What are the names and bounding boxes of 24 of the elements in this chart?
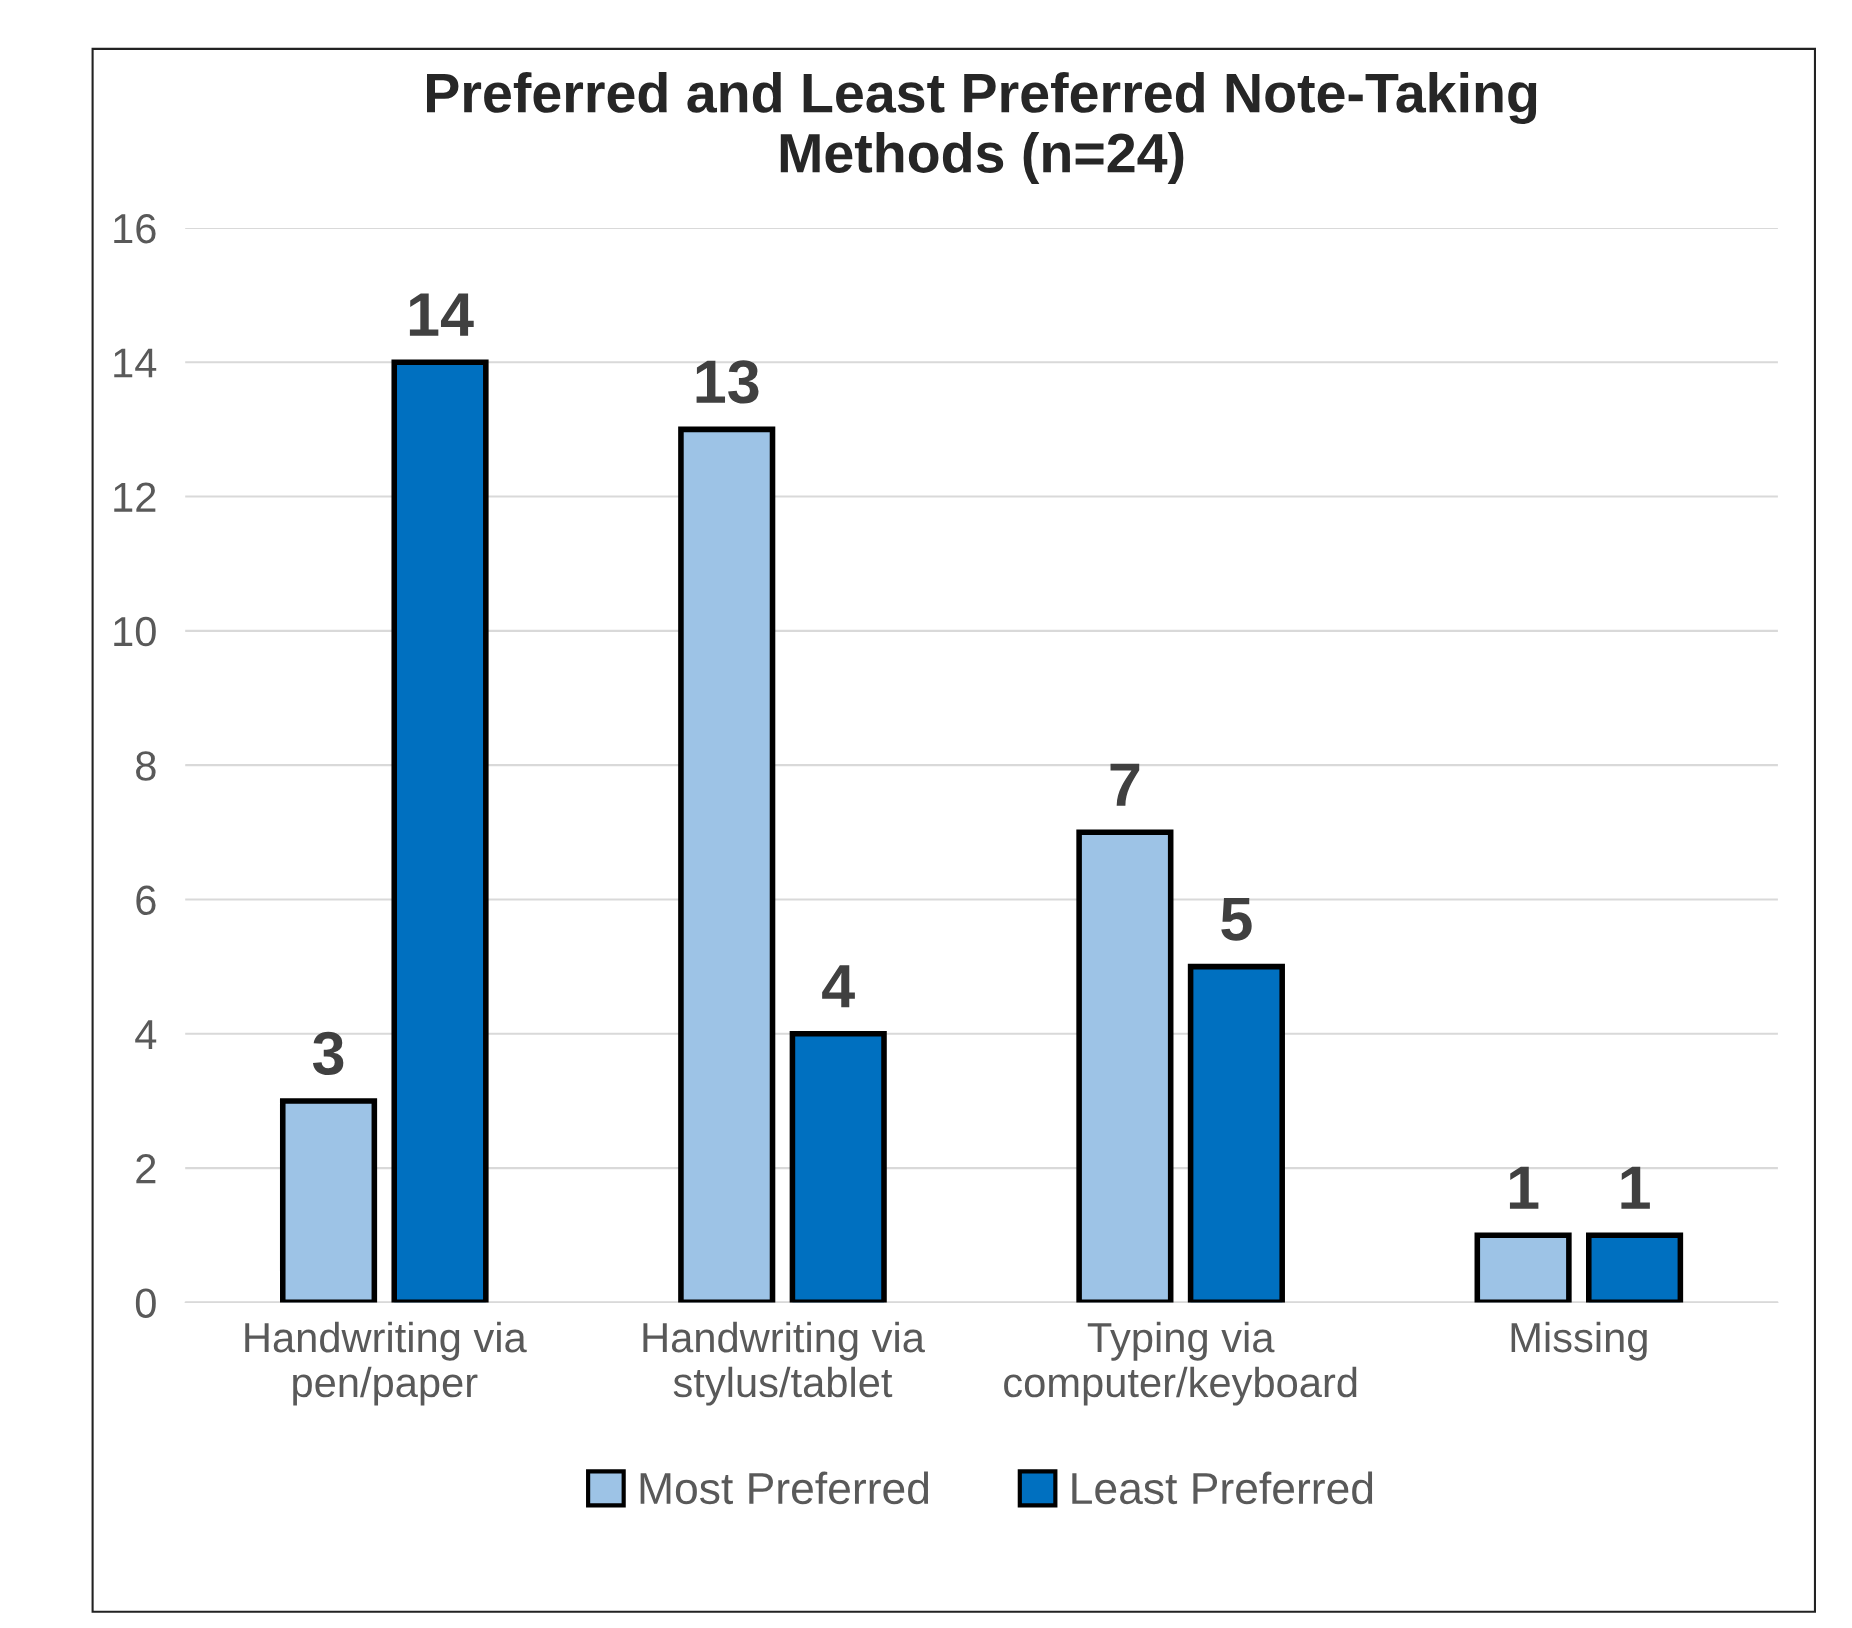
data-label: 5 (1221, 898, 1252, 941)
x-tick-label: Missing (1511, 1321, 1647, 1361)
y-tick-label: 4 (135, 1020, 157, 1049)
y-tick-label: 10 (114, 616, 156, 647)
data-label: 13 (696, 360, 759, 404)
y-tick-label: 14 (114, 348, 157, 378)
x-tick-label: Typing via computer/keyboard (1004, 1321, 1357, 1406)
chart-title: Preferred and Least Preferred Note-Taking Methods (n=24) (427, 72, 1537, 184)
y-tick-label: 12 (114, 482, 156, 512)
data-label: 7 (1110, 763, 1140, 806)
y-tick-label: 8 (136, 751, 156, 781)
x-tick-label: Handwriting via stylus/tablet (643, 1321, 925, 1406)
y-tick-label: 0 (135, 1288, 156, 1318)
y-tick-label: 6 (136, 885, 156, 915)
y-tick-label: 2 (136, 1154, 156, 1184)
x-tick-label: Handwriting via pen/paper (245, 1321, 527, 1406)
data-label: 1 (1621, 1166, 1650, 1209)
data-label: 14 (409, 293, 474, 336)
legend-label: Least Preferred (1072, 1471, 1373, 1505)
y-tick-label: 16 (114, 213, 156, 244)
data-label: 1 (1509, 1166, 1539, 1209)
data-label: 3 (312, 1031, 344, 1076)
legend-label: Most Preferred (640, 1471, 929, 1505)
data-label: 4 (822, 965, 855, 1008)
